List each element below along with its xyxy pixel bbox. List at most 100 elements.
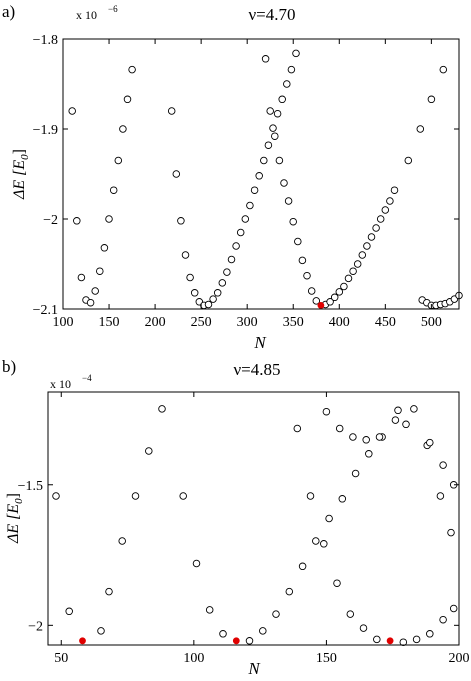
data-point-b-0-17 xyxy=(312,537,320,545)
x-tick-label-a-5: 350 xyxy=(283,315,304,330)
data-point-a-0-70 xyxy=(404,156,413,165)
data-point-b-0-16 xyxy=(298,562,307,571)
y-tick-label-a-1: −2 xyxy=(43,213,58,228)
data-point-a-0-2 xyxy=(77,273,86,282)
data-point-a-0-57 xyxy=(335,288,344,296)
plot-marks-a xyxy=(68,49,463,310)
data-point-a-0-46 xyxy=(280,179,288,187)
data-point-b-0-27 xyxy=(333,579,341,587)
data-point-a-0-30 xyxy=(241,215,250,223)
data-point-a-0-52 xyxy=(307,287,316,295)
data-point-b-0-15 xyxy=(285,587,294,596)
data-point-b-0-32 xyxy=(412,635,421,644)
data-point-b-0-37 xyxy=(335,424,344,433)
data-point-b-0-23 xyxy=(391,416,400,424)
data-point-b-0-48 xyxy=(447,528,455,537)
data-point-a-0-61 xyxy=(353,260,362,268)
data-point-a-0-37 xyxy=(273,109,282,118)
data-point-a-0-31 xyxy=(246,201,254,210)
x-tick-label-b-1: 100 xyxy=(183,651,204,666)
y-tick-label-a-0: −2.1 xyxy=(33,303,58,318)
data-point-b-0-38 xyxy=(349,433,357,441)
data-point-a-0-39 xyxy=(283,80,291,88)
data-point-b-0-5 xyxy=(131,492,140,500)
data-point-b-0-20 xyxy=(351,469,360,478)
data-point-b-0-18 xyxy=(325,514,333,523)
data-point-b-0-46 xyxy=(436,492,445,500)
y-tick-label-a-2: −1.9 xyxy=(33,123,58,138)
data-point-a-0-11 xyxy=(119,125,127,133)
data-point-b-0-11 xyxy=(219,630,227,638)
data-point-a-0-14 xyxy=(167,107,176,115)
data-point-a-0-24 xyxy=(213,289,222,297)
y-tick-label-b-0: −2 xyxy=(28,619,43,634)
data-point-b-0-45 xyxy=(426,438,434,447)
plot-frame-b xyxy=(47,391,460,646)
chart-title-a: ν=4.70 xyxy=(248,5,295,24)
x-tick-label-a-7: 450 xyxy=(375,315,396,330)
data-point-a-0-63 xyxy=(363,242,371,250)
data-point-a-0-4 xyxy=(86,298,95,307)
data-point-a-0-7 xyxy=(100,244,109,252)
x-tick-label-b-2: 150 xyxy=(316,651,337,666)
x-tick-label-a-8: 500 xyxy=(421,315,442,330)
data-point-a-0-41 xyxy=(292,49,300,58)
data-point-a-0-68 xyxy=(386,197,394,205)
x-tick-label-b-0: 50 xyxy=(54,651,68,666)
x-tick-label-a-1: 150 xyxy=(99,315,120,330)
data-point-a-0-9 xyxy=(109,186,118,194)
data-point-a-0-13 xyxy=(128,65,136,74)
minimum-point-b-1-2 xyxy=(386,637,394,645)
x-tick-label-a-3: 250 xyxy=(191,315,212,330)
data-point-a-0-27 xyxy=(227,255,236,264)
data-point-a-0-15 xyxy=(172,170,181,178)
x-tick-label-b-3: 200 xyxy=(449,651,470,666)
data-point-b-0-13 xyxy=(259,627,267,635)
y-tick-label-b-1: −1.5 xyxy=(18,479,43,494)
chart-title-b: ν=4.85 xyxy=(233,360,280,379)
data-point-a-0-12 xyxy=(123,95,132,104)
data-point-a-0-5 xyxy=(91,287,99,295)
y-tick-label-a-3: −1.8 xyxy=(33,33,58,48)
y-axis-label-b: ΔE [E0] xyxy=(5,493,25,544)
exponent-label-b: x 10 −4 xyxy=(50,373,92,391)
panel-label-a: a) xyxy=(2,2,15,21)
y-axis-label-a-sub: 0 xyxy=(19,154,31,160)
data-point-a-0-59 xyxy=(344,274,353,283)
x-axis-label-b: N xyxy=(247,659,261,678)
y-axis-label-a: ΔE [E0] xyxy=(11,149,31,200)
data-point-a-0-53 xyxy=(312,297,321,305)
data-point-b-0-39 xyxy=(362,436,370,444)
data-point-a-0-67 xyxy=(381,206,390,214)
data-point-a-0-19 xyxy=(190,289,199,297)
data-point-a-0-56 xyxy=(330,293,339,302)
data-point-b-0-8 xyxy=(179,492,187,500)
data-point-a-0-0 xyxy=(68,107,76,115)
data-point-a-0-33 xyxy=(255,172,263,180)
data-point-a-0-28 xyxy=(232,242,240,250)
x-tick-label-a-6: 400 xyxy=(329,315,350,330)
data-point-b-0-36 xyxy=(322,407,331,416)
data-point-a-0-50 xyxy=(298,256,307,265)
data-point-a-0-29 xyxy=(236,228,245,237)
data-point-a-0-55 xyxy=(326,298,334,306)
data-point-a-0-48 xyxy=(289,217,297,226)
data-point-b-0-40 xyxy=(375,433,384,441)
data-point-a-0-36 xyxy=(269,124,277,132)
data-point-a-0-34 xyxy=(260,156,268,165)
x-axis-label-a: N xyxy=(253,333,267,352)
y-axis-label-b-main: ΔE [E xyxy=(5,504,22,544)
data-point-b-0-30 xyxy=(373,635,381,644)
data-point-a-0-26 xyxy=(223,268,231,276)
data-point-b-0-7 xyxy=(158,405,166,413)
y-axis-label-b-close: ] xyxy=(5,493,22,498)
data-point-b-0-2 xyxy=(97,627,105,635)
exponent-label-a: x 10 −6 xyxy=(76,4,118,22)
data-point-b-0-47 xyxy=(439,461,447,469)
data-point-a-0-69 xyxy=(390,186,399,194)
data-point-b-0-43 xyxy=(410,405,418,413)
data-point-b-0-34 xyxy=(439,615,447,624)
data-point-a-0-38 xyxy=(278,95,286,104)
data-point-a-0-17 xyxy=(181,251,190,259)
